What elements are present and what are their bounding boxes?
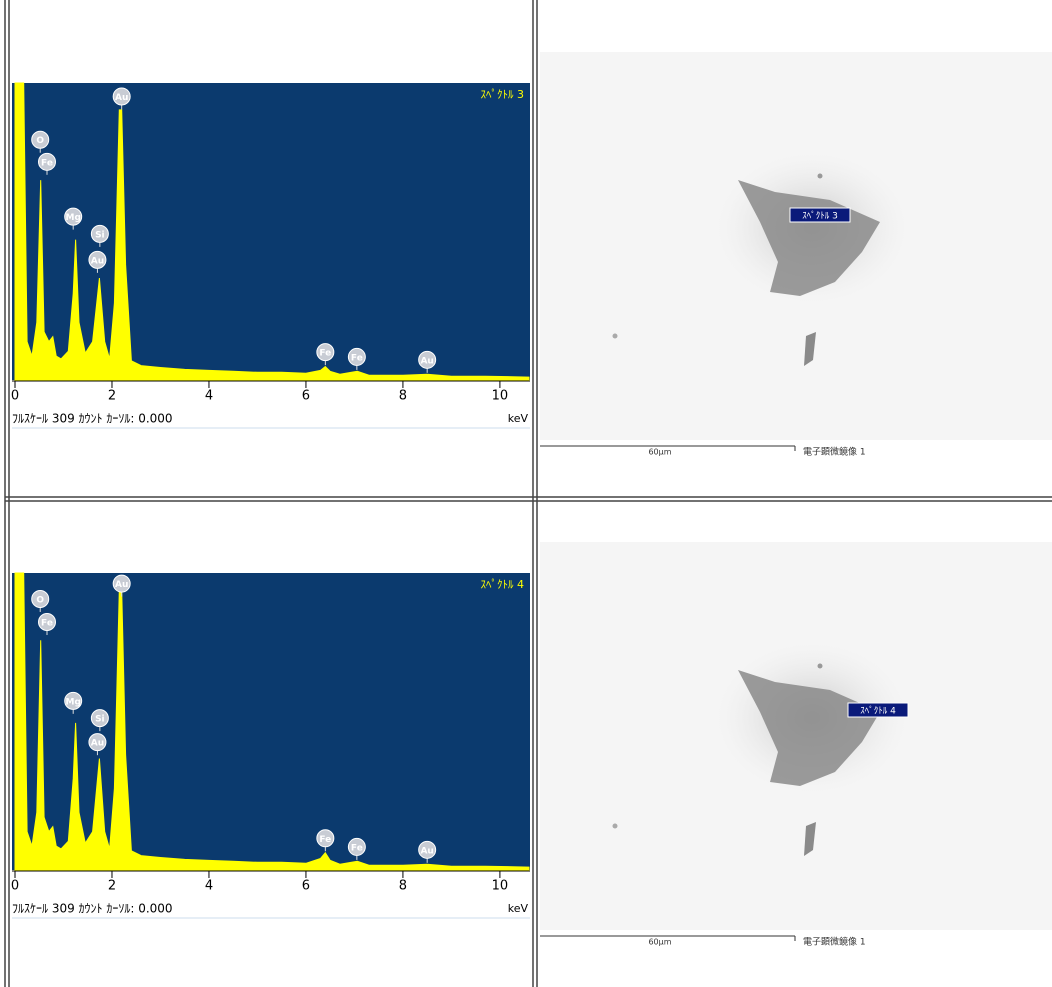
x-tick-label: 6 (302, 879, 310, 894)
annotation-badge (90, 709, 109, 728)
particle (738, 670, 880, 786)
annotation-badge (347, 837, 366, 856)
scale-label: 60µm (648, 448, 671, 457)
annotation-label: Si (95, 230, 105, 240)
x-tick-label: 8 (399, 879, 407, 894)
annotation-label: Mg (65, 213, 80, 223)
x-tick-label: 0 (11, 879, 19, 894)
x-tick-label: 2 (108, 879, 116, 894)
image-caption: 電子顕微鏡像 1 (803, 446, 866, 458)
x-tick-label: 0 (11, 389, 19, 404)
chart-footer: ﾌﾙｽｹｰﾙ 309 ｶｳﾝﾄ ｶｰｿﾙ: 0.000 (12, 902, 173, 916)
spectrum-marker-label: ｽﾍﾟｸﾄﾙ 4 (860, 706, 896, 717)
x-tick-label: 6 (302, 389, 310, 404)
plot-area (12, 573, 530, 870)
x-tick-label: 8 (399, 389, 407, 404)
speck (817, 173, 823, 179)
annotation-label: Au (91, 739, 104, 749)
spectrum (14, 572, 530, 871)
particle-fragment (804, 332, 816, 366)
spectrum-marker-label: ｽﾍﾟｸﾄﾙ 3 (802, 211, 838, 222)
annotation-badge (88, 250, 107, 269)
annotation-label: Au (420, 356, 433, 366)
annotation-badge (316, 829, 335, 848)
annotation-badge (64, 207, 83, 226)
annotation-label: Si (95, 715, 105, 725)
annotation-badge (347, 347, 366, 366)
annotation-label: Fe (41, 158, 53, 168)
annotation-label: Fe (319, 349, 331, 359)
x-tick-label: 4 (205, 389, 213, 404)
annotation-label: Fe (351, 843, 363, 853)
scale-label: 60µm (648, 938, 671, 947)
annotation-badge (31, 589, 50, 608)
chart-footer: ﾌﾙｽｹｰﾙ 309 ｶｳﾝﾄ ｶｰｿﾙ: 0.000 (12, 412, 173, 426)
plot-area (12, 83, 530, 380)
x-tick-label: 2 (108, 389, 116, 404)
chart-title: ｽﾍﾟｸﾄﾙ 4 (481, 578, 525, 591)
annotation-label: Fe (319, 835, 331, 845)
annotation-badge (418, 350, 437, 369)
chart-title: ｽﾍﾟｸﾄﾙ 3 (481, 88, 525, 101)
spectrum-marker-box (789, 207, 851, 223)
image-caption: 電子顕微鏡像 1 (803, 936, 866, 948)
annotation-badge (112, 574, 131, 593)
annotation-label: Au (91, 256, 104, 266)
x-axis-label: keV (508, 412, 529, 425)
particle-fragment (804, 822, 816, 856)
annotation-label: Au (420, 846, 433, 856)
annotation-badge (64, 691, 83, 710)
spectrum (14, 82, 530, 381)
annotation-badge (112, 87, 131, 106)
speck (612, 333, 618, 339)
x-tick-label: 4 (205, 879, 213, 894)
speck (612, 823, 618, 829)
annotation-label: Au (115, 93, 128, 103)
x-tick-label: 10 (492, 389, 509, 404)
annotation-label: O (36, 136, 44, 146)
annotation-label: O (36, 595, 44, 605)
annotation-label: Fe (41, 619, 53, 629)
annotation-badge (38, 613, 57, 632)
x-tick-label: 10 (492, 879, 509, 894)
annotation-label: Fe (351, 353, 363, 363)
annotation-badge (38, 152, 57, 171)
annotation-badge (316, 343, 335, 362)
speck (817, 663, 823, 669)
annotation-badge (90, 224, 109, 243)
spectrum-marker-box (847, 702, 909, 718)
table-borders (4, 0, 1052, 987)
annotation-label: Mg (65, 697, 80, 707)
annotation-badge (88, 733, 107, 752)
annotation-badge (31, 130, 50, 149)
x-axis-label: keV (508, 902, 529, 915)
annotation-badge (418, 840, 437, 859)
annotation-label: Au (115, 580, 128, 590)
